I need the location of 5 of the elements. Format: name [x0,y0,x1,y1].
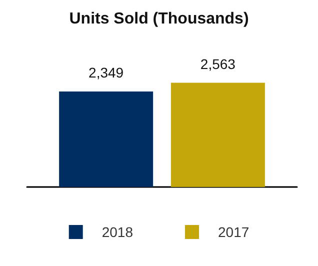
data-label: 2,349 [88,64,124,80]
legend-label: 2018 [102,224,134,240]
data-label: 2,563 [200,56,236,72]
legend-label: 2017 [218,224,250,240]
chart-title: Units Sold (Thousands) [69,10,249,28]
